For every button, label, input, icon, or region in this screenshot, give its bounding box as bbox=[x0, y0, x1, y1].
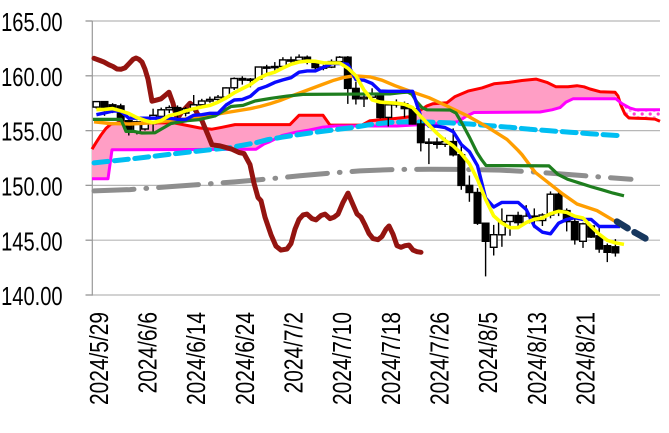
svg-text:2024/7/26: 2024/7/26 bbox=[425, 312, 455, 405]
svg-text:2024/7/18: 2024/7/18 bbox=[376, 312, 406, 405]
svg-text:150.00: 150.00 bbox=[1, 172, 63, 202]
svg-text:2024/8/5: 2024/8/5 bbox=[473, 312, 503, 393]
svg-text:145.00: 145.00 bbox=[1, 226, 63, 256]
svg-text:2024/6/6: 2024/6/6 bbox=[133, 312, 163, 393]
svg-text:2024/7/10: 2024/7/10 bbox=[327, 312, 357, 405]
svg-text:2024/7/2: 2024/7/2 bbox=[279, 312, 309, 393]
svg-text:155.00: 155.00 bbox=[1, 117, 63, 147]
svg-text:140.00: 140.00 bbox=[1, 281, 63, 311]
svg-text:2024/5/29: 2024/5/29 bbox=[84, 312, 114, 405]
svg-text:2024/8/21: 2024/8/21 bbox=[571, 312, 601, 405]
svg-text:165.00: 165.00 bbox=[1, 7, 63, 37]
svg-text:2024/6/24: 2024/6/24 bbox=[230, 312, 260, 405]
svg-text:2024/6/14: 2024/6/14 bbox=[181, 312, 211, 405]
svg-text:160.00: 160.00 bbox=[1, 62, 63, 92]
svg-text:2024/8/13: 2024/8/13 bbox=[522, 312, 552, 405]
